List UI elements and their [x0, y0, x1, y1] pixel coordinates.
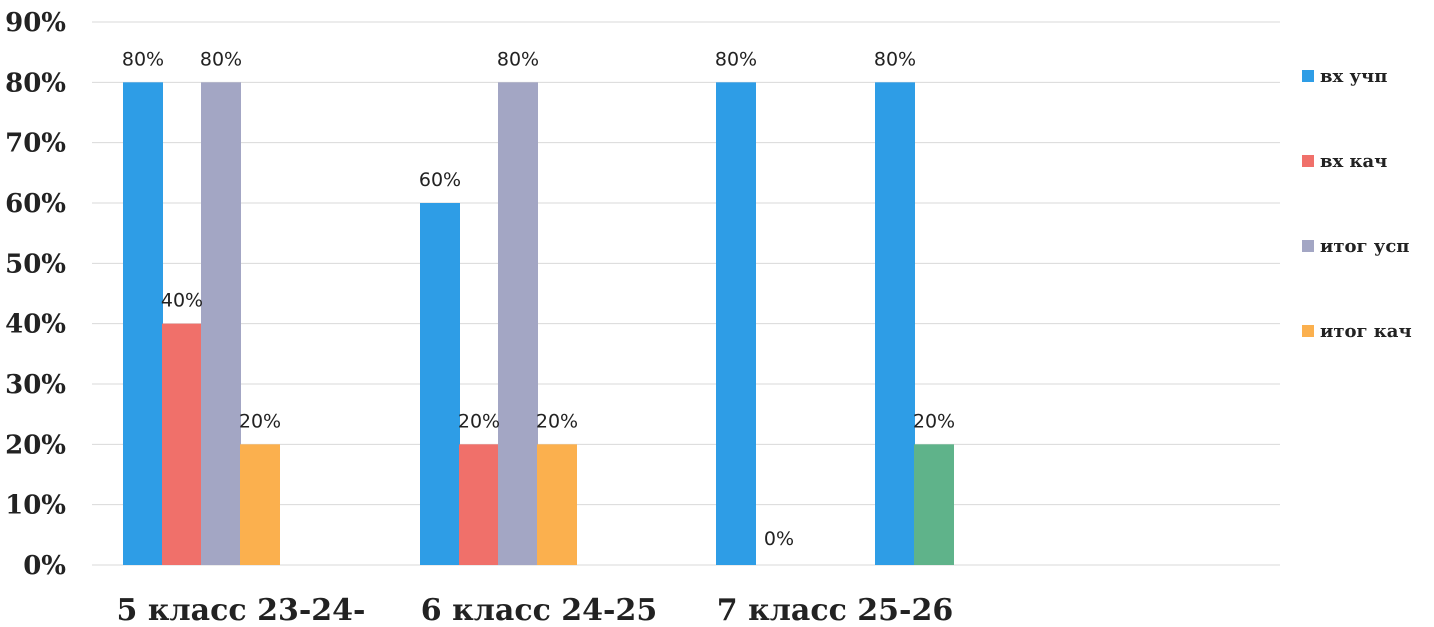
bar: [162, 323, 202, 565]
y-tick-label: 40%: [5, 310, 66, 340]
bar: [240, 444, 280, 565]
bar: [537, 444, 577, 565]
y-tick-label: 90%: [5, 8, 66, 38]
bar: [459, 444, 499, 565]
legend-label: вх учп: [1320, 66, 1387, 87]
data-label: 20%: [913, 410, 955, 432]
legend-swatch: [1302, 155, 1314, 167]
data-label: 80%: [715, 48, 757, 70]
bar: [498, 82, 538, 565]
y-tick-label: 30%: [5, 370, 66, 400]
data-labels: 80% 40% 80% 20% 60% 20% 80% 20% 80% 0% 80% 20%: [122, 48, 955, 550]
y-tick-label: 10%: [5, 491, 66, 521]
data-label: 80%: [497, 48, 539, 70]
data-label: 0%: [764, 528, 794, 550]
bar: [201, 82, 241, 565]
bar: [123, 82, 163, 565]
y-tick-label: 70%: [5, 129, 66, 159]
data-label: 80%: [200, 48, 242, 70]
legend-label: итог кач: [1320, 321, 1412, 342]
legend-swatch: [1302, 325, 1314, 337]
data-label: 20%: [458, 410, 500, 432]
y-tick-label: 60%: [5, 189, 66, 219]
data-label: 20%: [536, 410, 578, 432]
y-axis: 0% 10% 20% 30% 40% 50% 60% 70% 80% 90%: [5, 8, 66, 581]
data-label: 40%: [161, 290, 203, 312]
bar: [420, 203, 460, 565]
legend-swatch: [1302, 240, 1314, 252]
bar: [875, 82, 915, 565]
gridlines: [92, 21, 1280, 566]
x-tick-label: 6 класс 24-25: [421, 593, 658, 627]
data-label: 80%: [122, 48, 164, 70]
bar: [716, 82, 756, 565]
legend-label: вх кач: [1320, 151, 1387, 172]
x-tick-label: 5 класс 23-24-: [117, 593, 366, 627]
y-tick-label: 0%: [23, 551, 66, 581]
bar: [914, 444, 954, 565]
legend-label: итог усп: [1320, 236, 1409, 257]
legend: вх учп вх кач итог усп итог кач: [1302, 66, 1412, 342]
x-tick-label: 7 класс 25-26: [717, 593, 954, 627]
y-tick-label: 20%: [5, 430, 66, 460]
y-tick-label: 80%: [5, 68, 66, 98]
legend-swatch: [1302, 70, 1314, 82]
data-label: 80%: [874, 48, 916, 70]
data-label: 20%: [239, 410, 281, 432]
data-label: 60%: [419, 169, 461, 191]
x-axis: 5 класс 23-24- 6 класс 24-25 7 класс 25-26: [117, 593, 954, 627]
y-tick-label: 50%: [5, 249, 66, 279]
bars: [123, 82, 954, 565]
